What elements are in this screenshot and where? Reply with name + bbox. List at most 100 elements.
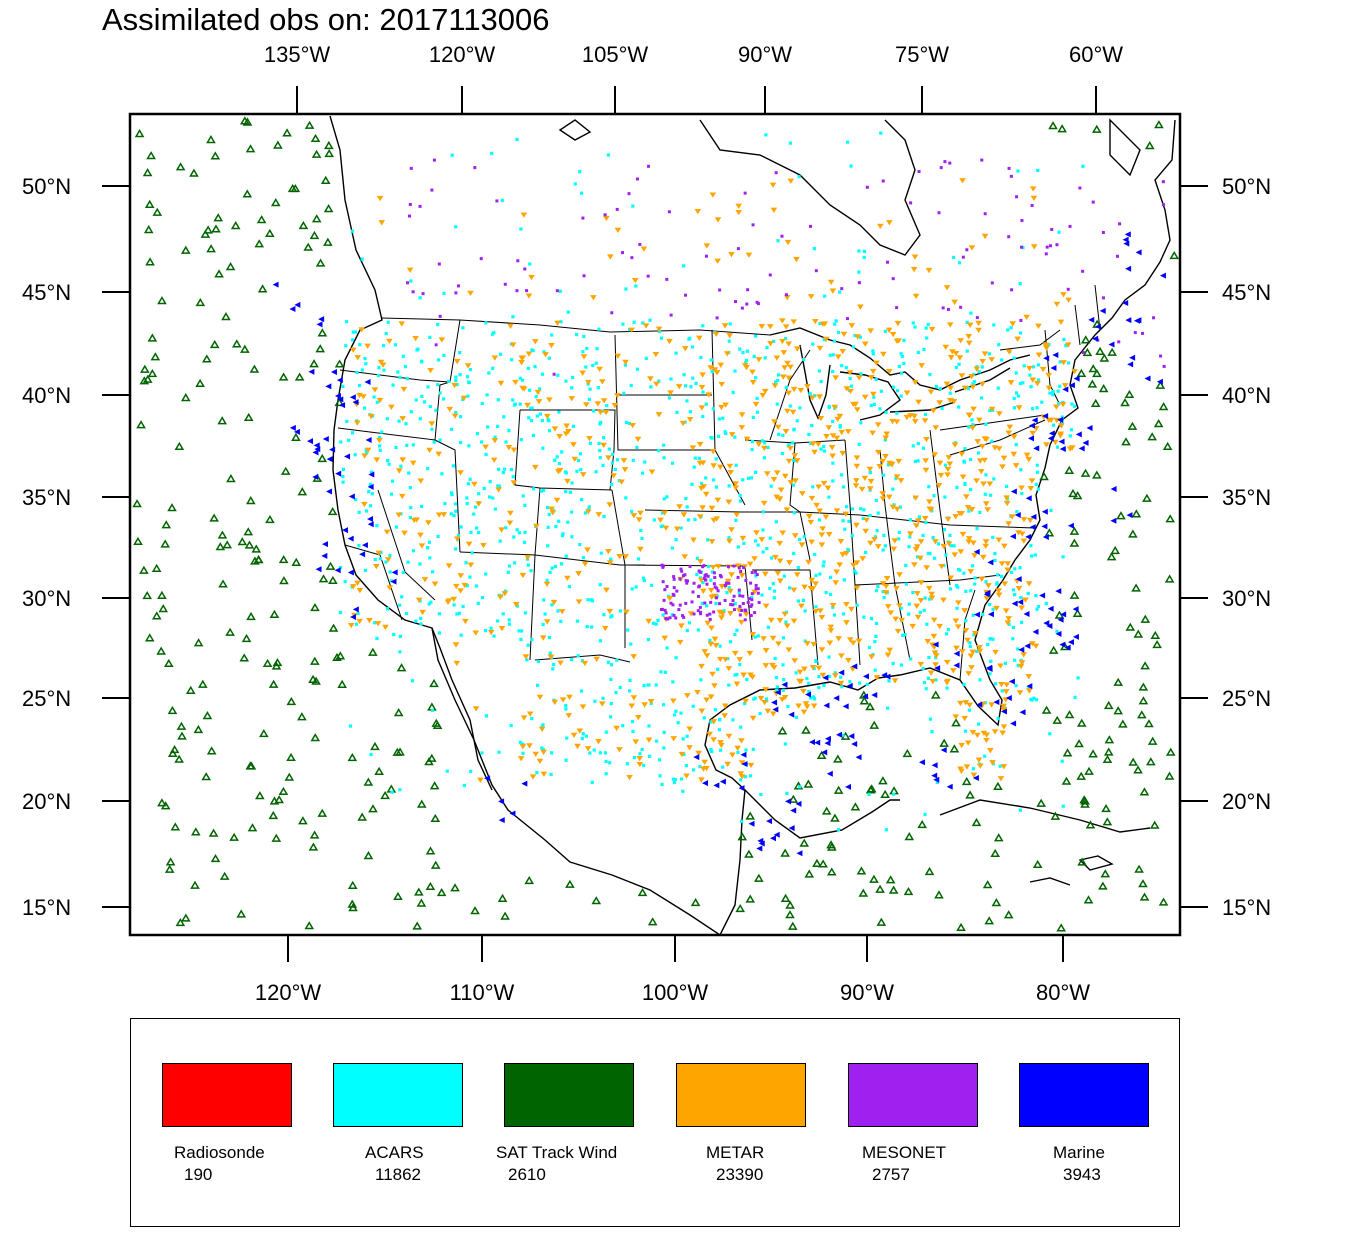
metar-marker bbox=[1023, 314, 1030, 321]
metar-marker bbox=[628, 703, 636, 709]
acars-marker bbox=[599, 420, 603, 424]
metar-marker bbox=[795, 703, 802, 709]
acars-marker bbox=[967, 708, 971, 712]
mesonet-marker bbox=[708, 612, 712, 616]
acars-marker bbox=[591, 363, 595, 368]
metar-marker bbox=[548, 506, 555, 512]
marine-marker bbox=[1075, 431, 1082, 438]
metar-marker bbox=[857, 304, 864, 310]
metar-marker bbox=[751, 589, 758, 595]
legend-count-marine: 3943 bbox=[1063, 1165, 1101, 1184]
sat-track-wind-marker bbox=[245, 144, 256, 153]
acars-marker bbox=[788, 404, 792, 408]
marine-marker bbox=[365, 437, 372, 444]
metar-marker bbox=[843, 386, 851, 392]
acars-marker bbox=[753, 539, 758, 543]
metar-marker bbox=[641, 702, 648, 708]
acars-marker bbox=[957, 362, 961, 366]
acars-marker bbox=[420, 394, 424, 398]
metar-marker bbox=[804, 384, 811, 390]
acars-marker bbox=[714, 457, 718, 461]
metar-marker bbox=[843, 601, 850, 608]
sat-track-wind-marker bbox=[869, 874, 879, 883]
acars-marker bbox=[900, 354, 905, 359]
metar-marker bbox=[760, 500, 768, 507]
metar-marker bbox=[890, 546, 898, 552]
acars-marker bbox=[540, 418, 544, 423]
marine-marker bbox=[294, 301, 301, 308]
acars-marker bbox=[648, 318, 652, 322]
metar-marker bbox=[889, 332, 897, 338]
metar-marker bbox=[551, 699, 559, 705]
acars-marker bbox=[1022, 364, 1026, 368]
sat-track-wind-marker bbox=[308, 842, 319, 851]
acars-marker bbox=[1029, 697, 1033, 702]
metar-marker bbox=[482, 444, 489, 450]
acars-marker bbox=[921, 533, 925, 538]
metar-marker bbox=[977, 468, 985, 475]
acars-marker bbox=[1067, 361, 1071, 365]
sat-track-wind-marker bbox=[236, 909, 247, 918]
sat-track-wind-marker bbox=[180, 245, 191, 254]
metar-marker bbox=[1006, 424, 1014, 430]
acars-marker bbox=[442, 353, 446, 358]
metar-marker bbox=[648, 469, 656, 475]
metar-marker bbox=[1002, 608, 1010, 614]
sat-track-wind-marker bbox=[215, 542, 226, 551]
acars-marker bbox=[542, 350, 546, 354]
metar-marker bbox=[435, 451, 443, 457]
acars-marker bbox=[849, 384, 854, 388]
acars-marker bbox=[482, 486, 486, 491]
sat-track-wind-marker bbox=[425, 846, 436, 855]
marine-marker bbox=[845, 783, 852, 790]
sat-track-wind-marker bbox=[229, 832, 239, 841]
acars-marker bbox=[744, 361, 748, 365]
acars-marker bbox=[736, 545, 740, 549]
mesonet-marker bbox=[709, 600, 713, 604]
metar-marker bbox=[794, 346, 801, 352]
metar-marker bbox=[935, 483, 943, 489]
metar-marker bbox=[543, 619, 551, 625]
acars-marker bbox=[783, 742, 787, 746]
metar-marker bbox=[690, 537, 697, 543]
acars-marker bbox=[711, 407, 715, 411]
acars-marker bbox=[345, 320, 349, 324]
metar-marker bbox=[684, 693, 691, 699]
marine-marker bbox=[851, 663, 858, 670]
acars-marker bbox=[1070, 402, 1074, 406]
acars-marker bbox=[714, 485, 719, 489]
acars-marker bbox=[475, 431, 480, 436]
acars-marker bbox=[455, 383, 459, 387]
acars-marker bbox=[682, 752, 686, 756]
metar-marker bbox=[618, 479, 625, 485]
metar-marker bbox=[1061, 383, 1069, 389]
marine-marker bbox=[1008, 678, 1015, 685]
marine-marker bbox=[758, 840, 765, 847]
metar-marker bbox=[796, 669, 804, 675]
metar-marker bbox=[893, 474, 901, 480]
metar-marker bbox=[708, 594, 715, 600]
metar-marker bbox=[564, 478, 571, 485]
acars-marker bbox=[699, 355, 703, 360]
acars-marker bbox=[602, 436, 606, 440]
metar-marker bbox=[848, 323, 856, 329]
acars-marker bbox=[373, 621, 377, 625]
sat-track-wind-marker bbox=[780, 893, 791, 902]
marine-marker bbox=[1124, 231, 1131, 238]
acars-marker bbox=[990, 439, 994, 443]
mesonet-marker bbox=[675, 589, 679, 593]
acars-marker bbox=[1044, 601, 1048, 606]
acars-marker bbox=[824, 591, 828, 595]
metar-marker bbox=[887, 610, 895, 616]
mesonet-marker bbox=[738, 594, 742, 598]
acars-marker bbox=[575, 619, 580, 623]
sat-track-wind-marker bbox=[206, 746, 217, 755]
mesonet-marker bbox=[756, 591, 760, 595]
acars-marker bbox=[613, 467, 617, 472]
metar-marker bbox=[548, 343, 555, 349]
acars-marker bbox=[350, 431, 355, 435]
acars-marker bbox=[548, 651, 552, 655]
metar-marker bbox=[968, 507, 976, 513]
acars-marker bbox=[1016, 647, 1020, 651]
acars-marker bbox=[403, 365, 407, 369]
